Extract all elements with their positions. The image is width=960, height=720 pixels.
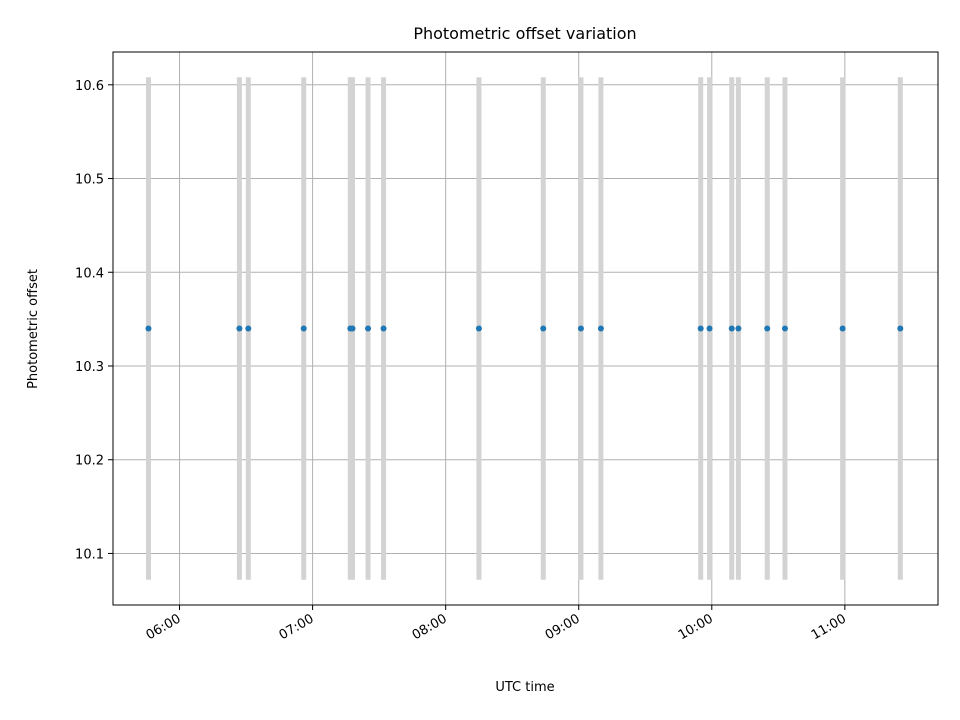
y-tick-label: 10.4 <box>75 266 104 281</box>
data-point <box>145 325 152 332</box>
data-points <box>145 325 904 332</box>
data-point <box>245 325 252 332</box>
data-point <box>475 325 482 332</box>
plot-frame <box>112 51 939 606</box>
data-point <box>349 325 356 332</box>
data-point <box>365 325 372 332</box>
y-tick-label: 10.1 <box>75 547 104 562</box>
data-point <box>236 325 243 332</box>
data-point <box>897 325 904 332</box>
y-tick-label: 10.5 <box>75 173 104 188</box>
data-point <box>697 325 704 332</box>
data-point <box>781 325 788 332</box>
y-tick-label: 10.3 <box>75 360 104 375</box>
data-point <box>380 325 387 332</box>
data-point <box>300 325 307 332</box>
data-point <box>764 325 771 332</box>
chart-title: Photometric offset variation <box>413 24 636 43</box>
data-point <box>540 325 547 332</box>
data-point <box>597 325 604 332</box>
data-point <box>839 325 846 332</box>
data-point <box>735 325 742 332</box>
y-tick-label: 10.6 <box>75 79 104 94</box>
data-point <box>577 325 584 332</box>
data-point <box>706 325 713 332</box>
y-axis: 10.1 10.2 10.3 10.4 10.5 10.6 <box>75 79 113 562</box>
y-axis-label: Photometric offset <box>26 269 41 389</box>
y-tick-label: 10.2 <box>75 454 104 469</box>
x-axis-label: UTC time <box>495 680 554 695</box>
data-point <box>728 325 735 332</box>
